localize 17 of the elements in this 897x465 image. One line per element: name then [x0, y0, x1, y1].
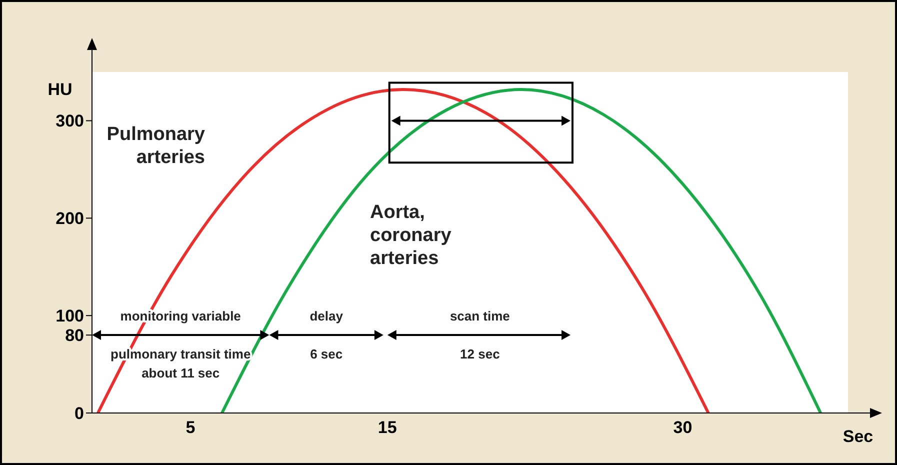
line-series	[96, 88, 710, 413]
series-label: Pulmonary arteries	[106, 124, 206, 168]
series-label: Aorta, coronary arteries	[370, 202, 452, 269]
annotation: delay	[310, 308, 344, 324]
y-tick-label: 80	[65, 326, 84, 346]
x-tick-label: 5	[186, 418, 196, 438]
y-axis-title: HU	[48, 80, 72, 99]
y-tick-label: 200	[56, 209, 84, 228]
x-tick-label: 15	[378, 418, 397, 438]
y-tick-label: 0	[74, 404, 84, 424]
y-tick-label: 300	[56, 112, 84, 131]
annotation: 12 sec	[460, 346, 500, 362]
x-tick-label: 30	[673, 418, 692, 438]
annotation: scan time	[450, 308, 510, 324]
annotation: 6 sec	[310, 346, 343, 362]
x-axis-title: Sec	[842, 427, 874, 446]
y-tick-label: 100	[56, 306, 84, 326]
